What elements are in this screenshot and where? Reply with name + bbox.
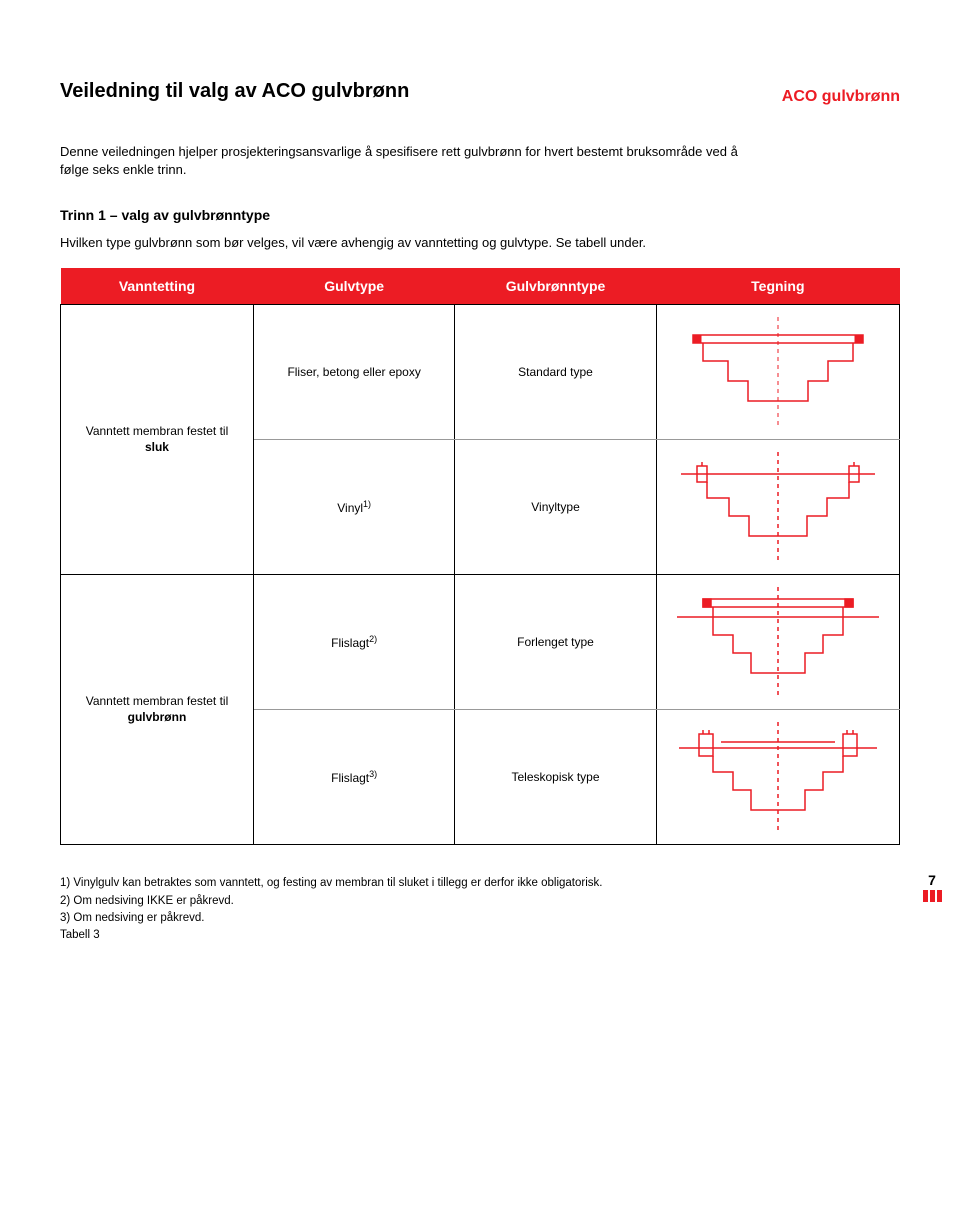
group-label-line1: Vanntett membran festet til — [67, 424, 247, 440]
group-label-line2: sluk — [67, 440, 247, 456]
cell-drawing — [656, 710, 899, 845]
th-gulvtype: Gulvtype — [253, 268, 454, 305]
cell-floor: Vinyl1) — [253, 440, 454, 575]
step-title: Trinn 1 – valg av gulvbrønntype — [60, 207, 900, 223]
intro-paragraph: Denne veiledningen hjelper prosjektering… — [60, 143, 760, 179]
footnotes: 1) Vinylgulv kan betraktes som vanntett,… — [60, 875, 900, 944]
brand-bars-icon — [920, 890, 944, 902]
th-gulvbronntype: Gulvbrønntype — [455, 268, 656, 305]
cell-floor: Flislagt3) — [253, 710, 454, 845]
floor-sup: 2) — [369, 634, 377, 644]
cell-drawing — [656, 305, 899, 440]
brand-label: ACO gulvbrønn — [782, 88, 900, 106]
floor-text: Vinyl — [337, 501, 363, 515]
step-description: Hvilken type gulvbrønn som bør velges, v… — [60, 235, 900, 250]
table-row: Vanntett membran festet til sluk Fliser,… — [61, 305, 900, 440]
group-label-line2: gulvbrønn — [67, 710, 247, 726]
footnote-3: 3) Om nedsiving er påkrevd. — [60, 910, 900, 927]
page-number-block: 7 — [920, 872, 944, 902]
footnote-1: 1) Vinylgulv kan betraktes som vanntett,… — [60, 875, 900, 892]
cell-floor: Flislagt2) — [253, 575, 454, 710]
th-tegning: Tegning — [656, 268, 899, 305]
group-label-sluk: Vanntett membran festet til sluk — [61, 305, 254, 575]
drawing-vinyl — [663, 452, 893, 562]
table-header-row: Vanntetting Gulvtype Gulvbrønntype Tegni… — [61, 268, 900, 305]
group-label-line1: Vanntett membran festet til — [67, 694, 247, 710]
floor-sup: 3) — [369, 769, 377, 779]
table-row: Vanntett membran festet til gulvbrønn Fl… — [61, 575, 900, 710]
floor-text: Flislagt — [331, 636, 369, 650]
cell-floor: Fliser, betong eller epoxy — [253, 305, 454, 440]
cell-drawing — [656, 575, 899, 710]
table-caption: Tabell 3 — [60, 927, 900, 944]
footnote-2: 2) Om nedsiving IKKE er påkrevd. — [60, 893, 900, 910]
group-label-gulvbronn: Vanntett membran festet til gulvbrønn — [61, 575, 254, 845]
page-number: 7 — [920, 872, 944, 888]
floor-sup: 1) — [363, 499, 371, 509]
drawing-telescopic — [663, 722, 893, 832]
cell-gully: Vinyltype — [455, 440, 656, 575]
cell-gully: Standard type — [455, 305, 656, 440]
drawing-extended — [663, 587, 893, 697]
floor-text: Flislagt — [331, 771, 369, 785]
cell-drawing — [656, 440, 899, 575]
cell-gully: Teleskopisk type — [455, 710, 656, 845]
cell-gully: Forlenget type — [455, 575, 656, 710]
drawing-standard — [663, 317, 893, 427]
selection-table: Vanntetting Gulvtype Gulvbrønntype Tegni… — [60, 268, 900, 845]
th-vanntetting: Vanntetting — [61, 268, 254, 305]
page-title: Veiledning til valg av ACO gulvbrønn — [60, 80, 900, 103]
